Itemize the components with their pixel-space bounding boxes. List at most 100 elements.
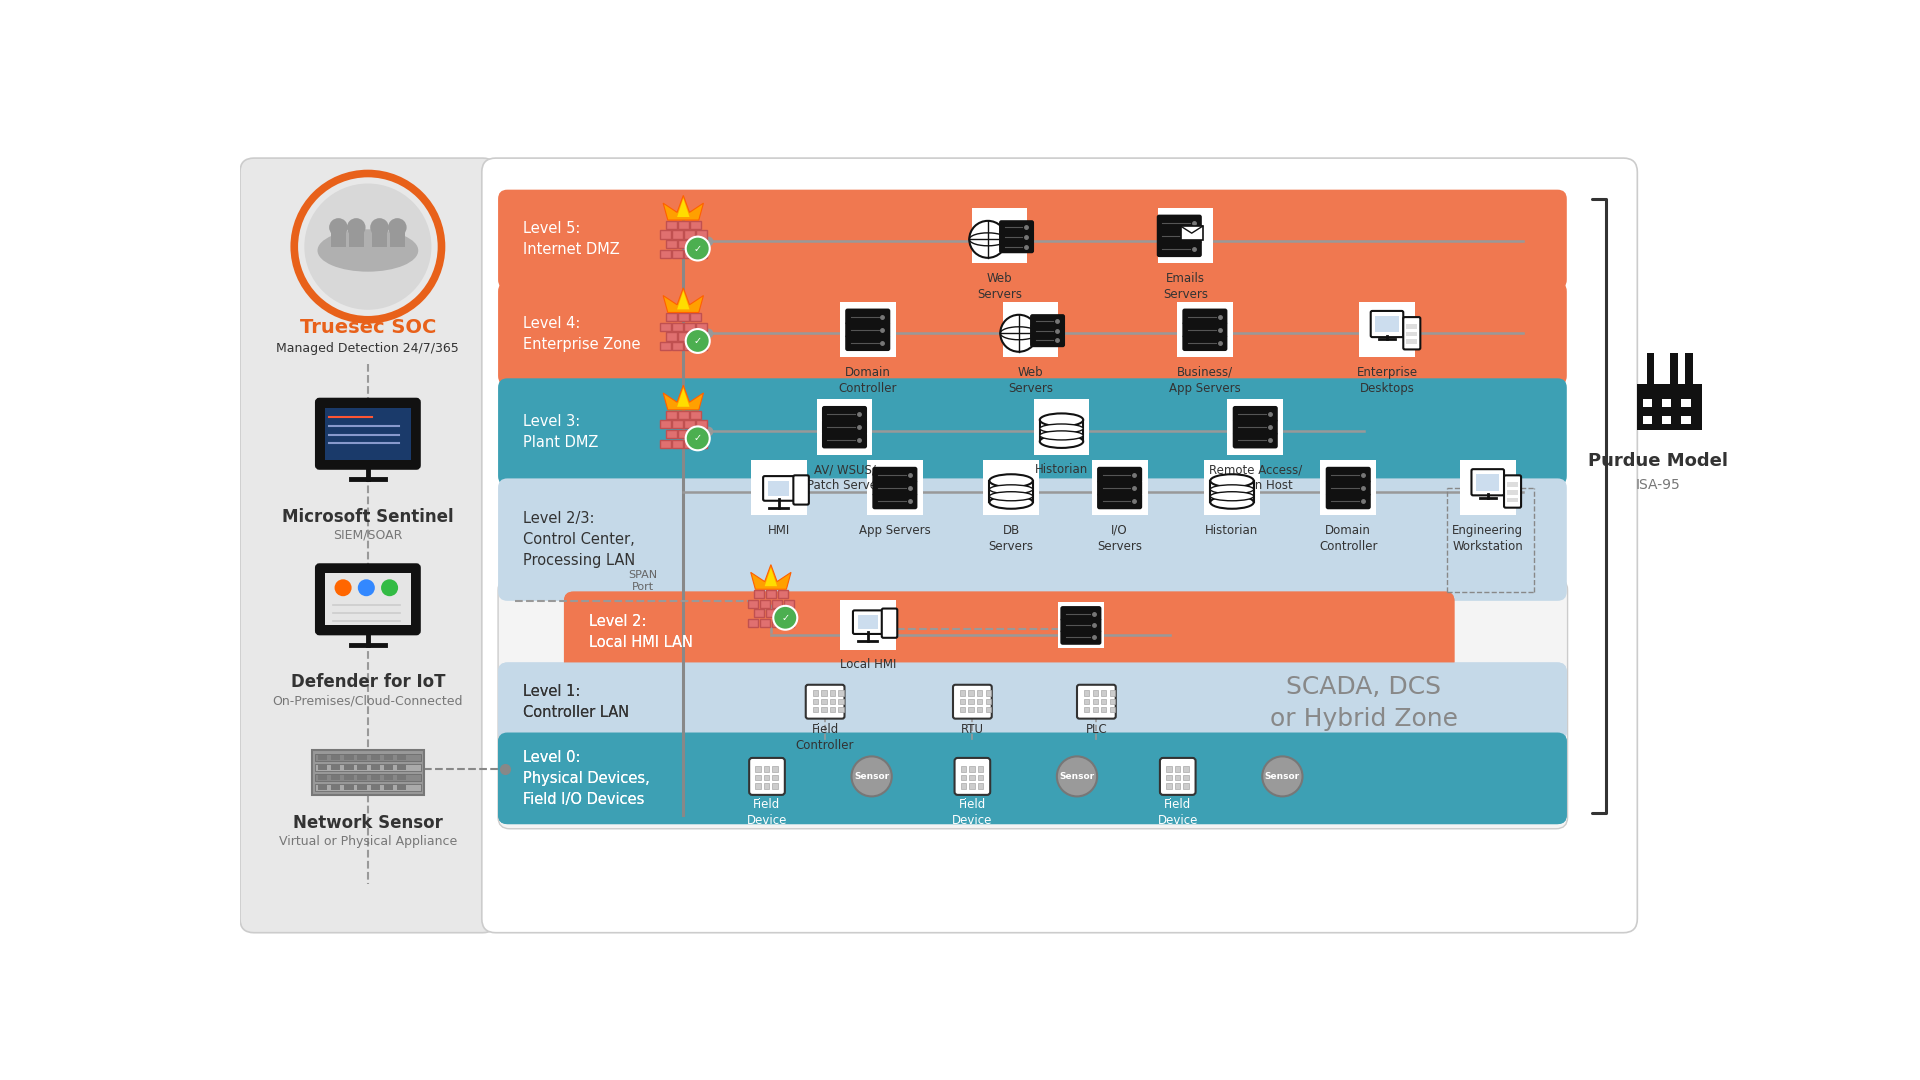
FancyBboxPatch shape (311, 751, 424, 795)
FancyBboxPatch shape (847, 309, 889, 324)
Circle shape (1261, 756, 1302, 796)
FancyBboxPatch shape (1002, 301, 1058, 357)
FancyBboxPatch shape (357, 774, 367, 780)
FancyBboxPatch shape (384, 765, 394, 770)
Polygon shape (764, 568, 778, 586)
Text: Field
Device: Field Device (747, 798, 787, 827)
FancyBboxPatch shape (397, 774, 407, 780)
Circle shape (774, 606, 797, 630)
Text: Engineering
Workstation: Engineering Workstation (1452, 524, 1523, 553)
FancyBboxPatch shape (1321, 460, 1377, 515)
Text: Level 0:
Physical Devices,
Field I/O Devices: Level 0: Physical Devices, Field I/O Dev… (522, 750, 649, 807)
FancyBboxPatch shape (497, 732, 1567, 824)
Text: ✓: ✓ (781, 612, 789, 623)
Text: PLC: PLC (1085, 724, 1108, 737)
Bar (689, 333, 701, 340)
Polygon shape (678, 291, 689, 309)
Bar (684, 420, 695, 429)
FancyBboxPatch shape (1405, 332, 1417, 336)
FancyBboxPatch shape (319, 765, 326, 770)
Ellipse shape (1210, 485, 1254, 494)
Text: Sensor: Sensor (1265, 772, 1300, 781)
Bar (960, 783, 966, 788)
Bar (772, 619, 781, 627)
FancyBboxPatch shape (1077, 685, 1116, 718)
Text: Level 4:
Enterprise Zone: Level 4: Enterprise Zone (522, 315, 641, 352)
FancyBboxPatch shape (1327, 481, 1371, 496)
Polygon shape (662, 195, 703, 220)
FancyBboxPatch shape (330, 785, 340, 791)
FancyBboxPatch shape (1359, 301, 1415, 357)
Bar (839, 699, 843, 704)
Bar (977, 707, 983, 713)
Circle shape (328, 218, 348, 237)
Text: Historian: Historian (1206, 524, 1260, 537)
Text: Virtual or Physical Appliance: Virtual or Physical Appliance (278, 835, 457, 849)
Bar (822, 707, 828, 713)
Bar (697, 249, 707, 258)
Bar (684, 342, 695, 350)
Bar (684, 249, 695, 258)
FancyBboxPatch shape (768, 481, 789, 496)
Bar (1183, 783, 1188, 788)
Bar (772, 599, 781, 608)
Text: Enterprise
Desktops: Enterprise Desktops (1356, 366, 1417, 394)
Bar (1100, 699, 1106, 704)
FancyBboxPatch shape (1507, 483, 1519, 487)
FancyBboxPatch shape (858, 615, 877, 630)
Bar (1682, 416, 1692, 423)
Text: ✓: ✓ (693, 433, 703, 444)
Text: DB
Servers: DB Servers (989, 524, 1033, 553)
Bar (839, 707, 843, 713)
Text: Domain
Controller: Domain Controller (1319, 524, 1377, 553)
Bar (672, 342, 682, 350)
FancyBboxPatch shape (319, 785, 326, 791)
Bar (660, 342, 670, 350)
Bar (764, 783, 770, 788)
FancyBboxPatch shape (1000, 231, 1033, 243)
Text: Historian: Historian (1035, 463, 1089, 476)
FancyBboxPatch shape (874, 468, 916, 483)
FancyBboxPatch shape (1405, 324, 1417, 328)
FancyBboxPatch shape (315, 754, 420, 761)
Bar (829, 699, 835, 704)
FancyBboxPatch shape (372, 228, 388, 246)
FancyBboxPatch shape (874, 481, 916, 496)
Bar (977, 699, 983, 704)
Bar (660, 230, 670, 239)
FancyBboxPatch shape (1204, 460, 1260, 515)
FancyBboxPatch shape (1459, 460, 1515, 515)
FancyBboxPatch shape (1233, 420, 1277, 434)
FancyBboxPatch shape (806, 685, 845, 718)
FancyBboxPatch shape (972, 207, 1027, 264)
FancyBboxPatch shape (1507, 498, 1519, 502)
Bar (689, 220, 701, 229)
FancyBboxPatch shape (983, 460, 1039, 515)
Text: ✓: ✓ (693, 336, 703, 346)
Circle shape (348, 218, 365, 237)
Circle shape (685, 329, 710, 353)
Bar (697, 230, 707, 239)
Text: Managed Detection 24/7/365: Managed Detection 24/7/365 (276, 341, 459, 354)
Bar (772, 783, 778, 788)
Text: SCADA, DCS
or Hybrid Zone: SCADA, DCS or Hybrid Zone (1269, 675, 1457, 731)
FancyBboxPatch shape (1327, 494, 1371, 509)
Bar (829, 690, 835, 696)
FancyBboxPatch shape (564, 592, 1455, 672)
FancyBboxPatch shape (317, 400, 419, 469)
Bar (822, 690, 828, 696)
Text: Microsoft Sentinel: Microsoft Sentinel (282, 508, 453, 526)
Ellipse shape (989, 485, 1033, 494)
Text: App Servers: App Servers (858, 524, 931, 537)
Bar (1663, 400, 1672, 407)
Bar (1183, 767, 1188, 772)
FancyBboxPatch shape (1033, 400, 1089, 455)
FancyBboxPatch shape (1503, 475, 1521, 508)
Bar (822, 699, 828, 704)
Bar (755, 783, 760, 788)
Bar (1647, 353, 1655, 383)
Bar (747, 619, 758, 627)
Ellipse shape (989, 474, 1033, 487)
Bar (764, 767, 770, 772)
Text: I/O
Servers: I/O Servers (1096, 524, 1142, 553)
